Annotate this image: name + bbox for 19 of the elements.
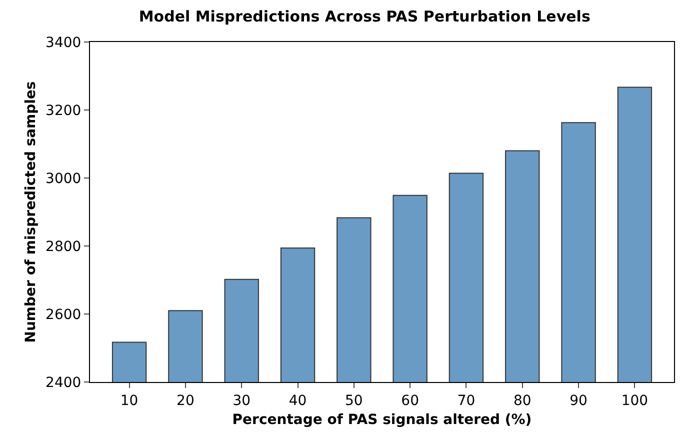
- x-tick-label: 20: [176, 392, 194, 409]
- x-tick-label: 90: [570, 392, 588, 409]
- x-tick-label: 30: [232, 392, 251, 409]
- x-tick-label: 50: [345, 392, 363, 409]
- chart-title: Model Mispredictions Across PAS Perturbation Levels: [138, 8, 590, 26]
- x-tick-label: 100: [621, 392, 648, 409]
- y-tick-label: 2400: [46, 374, 82, 391]
- y-tick-label: 2600: [46, 306, 82, 323]
- x-tick-label: 40: [288, 392, 307, 409]
- x-tick-label: 60: [401, 392, 419, 409]
- x-tick-label: 10: [120, 392, 138, 409]
- y-tick-label: 2800: [46, 238, 82, 255]
- y-tick-label: 3000: [46, 170, 82, 187]
- x-tick-label: 70: [457, 392, 476, 409]
- x-axis-title: Percentage of PAS signals altered (%): [232, 412, 532, 428]
- y-axis-title: Number of mispredicted samples: [23, 81, 40, 343]
- y-tick-label: 3400: [46, 34, 82, 51]
- x-tick-label: 80: [513, 392, 532, 409]
- y-tick-label: 3200: [46, 102, 82, 119]
